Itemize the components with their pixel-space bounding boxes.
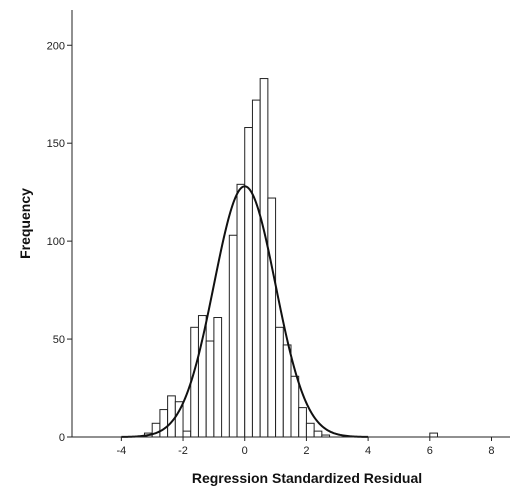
y-tick-label-3: 150 (47, 138, 65, 150)
histogram-bar-20 (298, 407, 307, 438)
histogram-bar-7 (197, 315, 207, 438)
histogram-bar-3 (167, 395, 176, 438)
x-tick-label-2: 0 (242, 445, 248, 457)
x-tick-label-0: -4 (116, 445, 126, 457)
histogram-bar-22 (313, 430, 323, 438)
histogram-bar-8 (205, 340, 215, 438)
y-tick-label-0: 0 (59, 432, 65, 444)
x-tick-label-3: 2 (303, 445, 309, 457)
x-tick-label-5: 6 (427, 445, 433, 457)
histogram-bar-11 (228, 234, 238, 438)
histogram-bar-15 (259, 78, 269, 438)
histogram-bar-21 (305, 422, 315, 438)
normal-curve (121, 185, 369, 438)
x-axis-title: Regression Standardized Residual (192, 470, 422, 486)
histogram-bar-1 (151, 422, 161, 438)
x-tick-label-1: -2 (178, 445, 188, 457)
histogram-bar-24 (429, 432, 439, 438)
histogram-bar-19 (290, 375, 300, 438)
x-tick-label-6: 8 (488, 445, 494, 457)
x-axis-ticks: -4 -2 0 2 4 6 8 (116, 437, 495, 457)
histogram-bars (143, 78, 439, 438)
histogram-bar-13 (244, 127, 253, 438)
histogram-bar-14 (251, 99, 261, 438)
y-tick-label-4: 200 (47, 40, 65, 52)
y-axis-ticks: 0 50 100 150 200 (47, 40, 72, 444)
y-tick-label-2: 100 (47, 236, 65, 248)
y-tick-label-1: 50 (53, 334, 65, 346)
histogram-bar-17 (275, 326, 284, 438)
histogram-bar-18 (282, 344, 292, 438)
histogram-bar-9 (213, 317, 223, 438)
histogram-bar-2 (159, 409, 169, 438)
y-axis-title: Frequency (17, 188, 33, 259)
histogram-bar-5 (182, 430, 192, 438)
histogram-bar-12 (236, 183, 246, 438)
x-tick-label-4: 4 (365, 445, 371, 457)
histogram-bar-16 (267, 197, 277, 438)
